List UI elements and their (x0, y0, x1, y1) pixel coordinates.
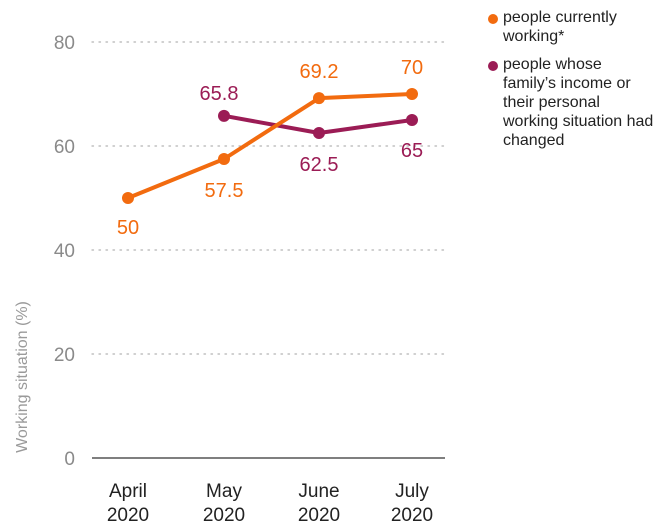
data-point (313, 127, 325, 139)
y-tick-label: 20 (54, 345, 75, 366)
data-point (218, 109, 230, 122)
data-point (406, 88, 418, 100)
data-point (122, 192, 134, 204)
x-tick-label: May 2020 (203, 481, 245, 524)
legend-item-people-working: people currently working* (488, 8, 658, 46)
data-label: 70 (401, 57, 423, 79)
x-tick-label: April 2020 (107, 481, 149, 524)
gridlines (91, 41, 446, 355)
series-line (126, 92, 414, 200)
data-labels: 65.8 62.5 65 50 57.5 69.2 70 (117, 57, 423, 239)
legend-dot-icon (488, 14, 498, 24)
y-tick-label: 80 (54, 33, 75, 54)
axes: 0 20 40 60 80 April 2020 May 2020 June 2020 July 202… (54, 33, 445, 524)
y-tick-label: 40 (54, 241, 75, 262)
y-axis-label: Working situation (%) (14, 301, 31, 453)
data-label: 62.5 (300, 154, 339, 176)
data-label: 65.8 (200, 83, 239, 105)
x-tick-label: June 2020 (298, 481, 340, 524)
data-point (406, 114, 418, 126)
series-layer (122, 88, 418, 204)
legend-item-income-changed: people whose family’s income or their pe… (488, 55, 658, 150)
legend: people currently working* people whose f… (488, 8, 658, 159)
data-label: 57.5 (205, 180, 244, 202)
legend-dot-icon (488, 61, 498, 71)
y-tick-label: 60 (54, 137, 75, 158)
data-point (313, 92, 325, 105)
data-label: 69.2 (300, 61, 339, 83)
data-label: 50 (117, 217, 139, 239)
data-label: 65 (401, 140, 423, 162)
y-tick-label: 0 (64, 449, 75, 470)
data-point (218, 153, 230, 165)
x-tick-label: July 2020 (391, 481, 433, 524)
legend-label: people currently working* (503, 9, 617, 45)
legend-label: people whose family’s income or their pe… (503, 56, 654, 149)
